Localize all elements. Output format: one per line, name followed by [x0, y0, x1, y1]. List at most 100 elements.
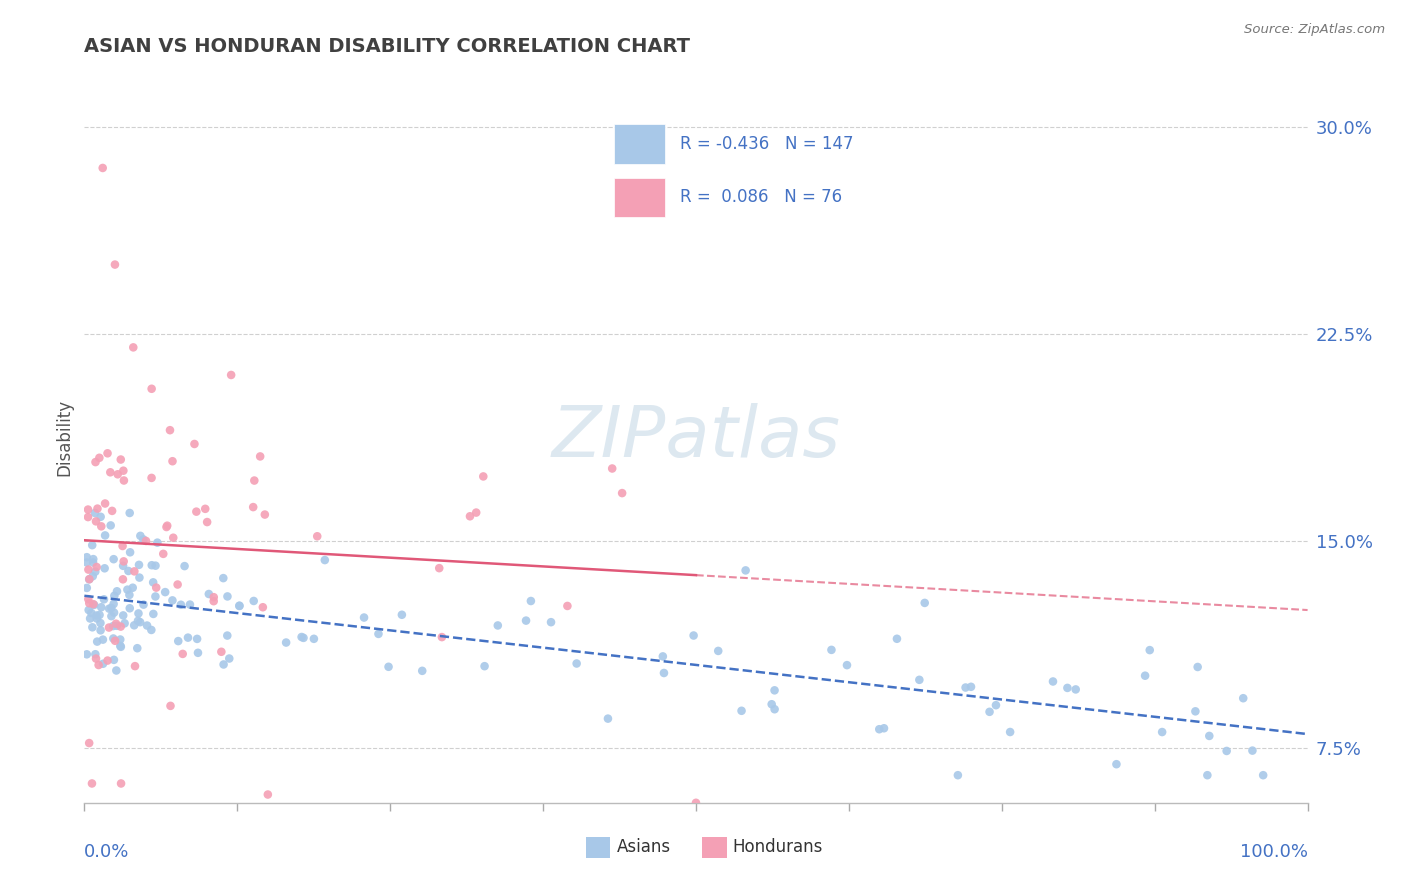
Point: [565, 657, 588, 671]
Point: [430, 630, 453, 644]
Point: [276, 635, 298, 649]
Point: [540, 615, 562, 630]
Point: [83, 598, 105, 612]
Point: [253, 508, 276, 522]
Point: [820, 643, 842, 657]
Point: [94, 528, 117, 542]
Point: [212, 657, 235, 672]
Point: [76, 550, 98, 565]
Point: [77, 563, 100, 577]
Point: [82, 556, 104, 570]
Point: [79, 572, 101, 586]
Point: [187, 646, 209, 660]
Point: [128, 558, 150, 572]
Point: [82, 569, 104, 583]
Point: [217, 590, 239, 604]
Point: [104, 258, 127, 272]
Point: [103, 606, 125, 620]
Point: [763, 702, 786, 716]
Point: [1064, 682, 1087, 697]
Point: [124, 565, 146, 579]
Point: [159, 423, 181, 437]
Point: [86, 611, 108, 625]
Point: [110, 639, 132, 653]
Point: [117, 582, 139, 597]
Point: [141, 558, 163, 573]
Point: [194, 501, 217, 516]
Point: [367, 627, 389, 641]
Point: [76, 581, 98, 595]
Point: [82, 620, 104, 634]
Point: [120, 545, 142, 559]
Point: [557, 599, 579, 613]
Point: [761, 698, 783, 712]
Point: [103, 597, 125, 611]
Point: [209, 645, 232, 659]
Point: [141, 623, 163, 637]
Point: [89, 607, 111, 622]
Point: [1241, 743, 1264, 757]
Point: [103, 653, 125, 667]
Point: [167, 634, 190, 648]
Point: [136, 618, 159, 632]
Point: [114, 616, 136, 631]
Point: [89, 615, 111, 630]
Point: [112, 558, 135, 573]
Point: [82, 597, 104, 611]
Point: [652, 665, 675, 680]
Point: [90, 600, 112, 615]
Point: [82, 538, 104, 552]
Point: [291, 630, 314, 644]
Point: [111, 539, 134, 553]
Point: [105, 619, 128, 633]
Point: [474, 659, 496, 673]
Point: [914, 596, 936, 610]
Point: [86, 608, 108, 623]
Point: [127, 641, 149, 656]
Point: [104, 633, 127, 648]
Point: [218, 651, 240, 665]
Point: [734, 563, 756, 577]
Text: 100.0%: 100.0%: [1240, 843, 1308, 861]
Point: [86, 634, 108, 648]
Point: [152, 547, 174, 561]
Point: [292, 631, 315, 645]
Point: [682, 628, 704, 642]
Point: [112, 554, 135, 568]
Point: [110, 452, 132, 467]
Point: [94, 496, 117, 510]
Point: [1105, 757, 1128, 772]
Point: [1042, 674, 1064, 689]
Point: [112, 474, 135, 488]
Point: [377, 660, 399, 674]
Point: [217, 629, 239, 643]
Point: [170, 598, 193, 612]
Text: ZIPatlas: ZIPatlas: [551, 402, 841, 472]
Point: [596, 712, 619, 726]
Point: [98, 621, 121, 635]
Point: [100, 601, 122, 615]
Text: Asians: Asians: [616, 838, 671, 856]
Point: [960, 680, 983, 694]
Point: [91, 632, 114, 647]
Point: [117, 564, 139, 578]
Point: [142, 575, 165, 590]
Point: [127, 607, 149, 621]
Point: [1139, 643, 1161, 657]
Point: [132, 533, 155, 547]
Point: [228, 599, 250, 613]
Point: [80, 776, 103, 790]
Point: [84, 506, 107, 520]
Point: [707, 644, 730, 658]
Point: [458, 509, 481, 524]
Point: [198, 587, 221, 601]
Point: [93, 592, 115, 607]
Point: [145, 581, 167, 595]
Point: [1251, 768, 1274, 782]
Point: [179, 598, 201, 612]
Point: [651, 649, 673, 664]
Point: [98, 465, 121, 479]
Point: [979, 705, 1001, 719]
Point: [610, 486, 633, 500]
Point: [186, 632, 208, 646]
